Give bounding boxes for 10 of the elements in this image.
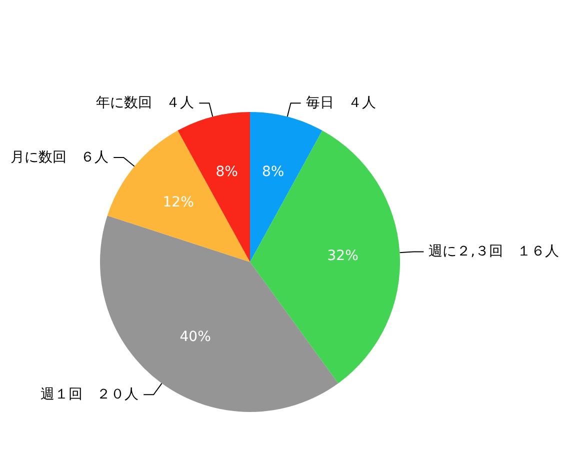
slice-label: 月に数回 ６人 xyxy=(10,149,109,166)
data-label: 32% xyxy=(327,248,358,264)
data-label: 12% xyxy=(162,194,194,211)
slice-label: 週に２,３回 １６人 xyxy=(428,244,560,260)
data-label: 8% xyxy=(262,164,284,180)
slice-label: 毎日 ４人 xyxy=(306,95,376,112)
slice-label: 週１回 ２０人 xyxy=(40,386,139,403)
slice-label: 年に数回 ４人 xyxy=(96,95,194,112)
data-label: 40% xyxy=(180,329,211,346)
data-label: 8% xyxy=(216,164,238,180)
